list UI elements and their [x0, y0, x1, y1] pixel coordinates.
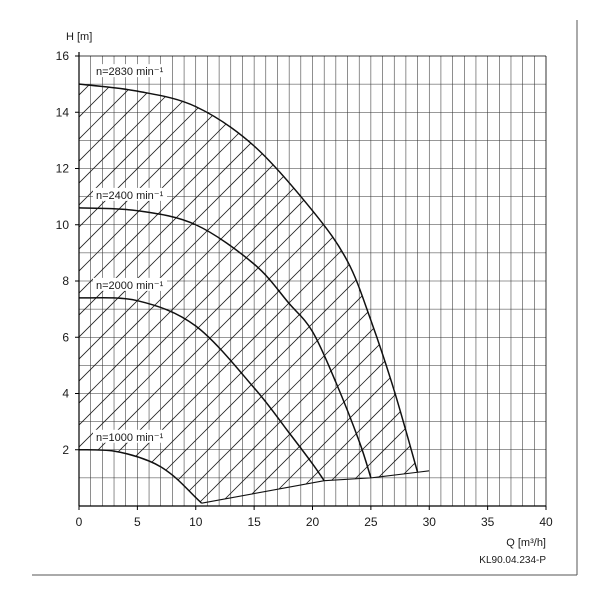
hatch-line [107, 84, 418, 504]
curve-label-3: n=1000 min⁻¹ [96, 432, 164, 444]
curve-label-1: n=2400 min⁻¹ [96, 190, 164, 202]
x-tick-label: 15 [247, 515, 261, 529]
hatch-line [592, 56, 610, 506]
x-tick-label: 35 [481, 515, 495, 529]
hatch-line [570, 56, 610, 506]
x-tick-label: 40 [539, 515, 553, 529]
hatch-line [239, 84, 418, 504]
y-tick-label: 4 [62, 387, 69, 401]
hatch-line [261, 84, 418, 504]
curves [79, 83, 430, 504]
hatch-line [195, 84, 418, 504]
y-tick-label: 2 [62, 443, 69, 457]
y-axis-title: H [m] [66, 31, 92, 43]
x-tick-label: 25 [364, 515, 378, 529]
series-curve-0 [79, 83, 419, 473]
x-tick-label: 5 [134, 515, 141, 529]
hatch-line [79, 84, 185, 504]
y-tick-label: 14 [56, 105, 70, 119]
hatch-line [79, 84, 273, 504]
series-curve-2 [79, 296, 325, 482]
axes [78, 52, 547, 507]
curve-label-2: n=2000 min⁻¹ [96, 280, 164, 292]
hatch-line [0, 56, 52, 506]
hatch-line [79, 84, 207, 504]
x-axis-title: Q [m³/h] [506, 537, 546, 549]
x-tick-label: 30 [423, 515, 437, 529]
hatch-line [79, 84, 251, 504]
figure-code: KL90.04.234-P [479, 555, 546, 566]
x-tick-label: 20 [306, 515, 320, 529]
hatch-line [327, 84, 418, 504]
curve-label-background [93, 429, 167, 443]
y-tick-label: 12 [56, 162, 70, 176]
curve-label-background [93, 277, 167, 291]
hatch-line [217, 84, 418, 504]
hatch-line [548, 56, 610, 506]
tick-labels: 0 5 10 15 20 25 30 35 40 2 4 6 8 10 12 14 16 [56, 49, 553, 529]
hatch-line [79, 84, 295, 504]
x-tick-label: 10 [189, 515, 203, 529]
y-tick-label: 8 [62, 274, 69, 288]
hatch-line [79, 84, 229, 504]
hatch-line [305, 84, 418, 504]
curve-label-background [93, 64, 167, 78]
series-curve-1 [79, 207, 372, 479]
hatch-line [129, 84, 418, 504]
x-tick-label: 0 [76, 515, 83, 529]
y-tick-label: 10 [56, 218, 70, 232]
curve-labels: n=2830 min⁻¹ n=2400 min⁻¹ n=2000 min⁻¹ n=10… [93, 64, 167, 444]
series-curve-3 [79, 449, 203, 504]
hatch-line [0, 56, 8, 506]
minimum-flow-boundary [201, 470, 430, 504]
curve-label-0: n=2830 min⁻¹ [96, 66, 164, 78]
hatch-line [283, 84, 418, 504]
hatch-line [79, 84, 163, 504]
curve-label-background [93, 187, 167, 201]
hatch-line [0, 56, 30, 506]
y-tick-label: 16 [56, 49, 70, 63]
y-tick-label: 6 [62, 330, 69, 344]
